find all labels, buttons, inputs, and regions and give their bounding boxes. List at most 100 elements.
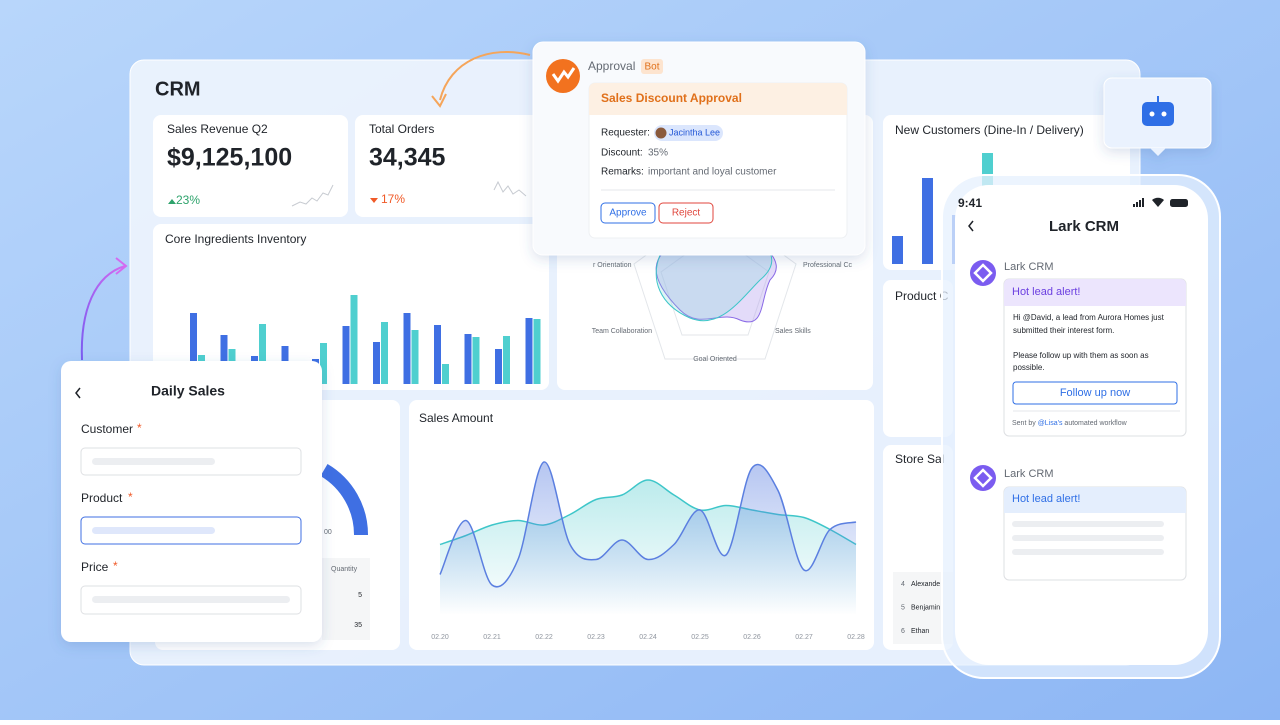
card-change: 17% xyxy=(381,192,405,206)
sender: Lark CRM xyxy=(1004,261,1054,273)
arrow-head xyxy=(115,257,128,275)
x-tick-label: 02.21 xyxy=(483,634,501,641)
placeholder xyxy=(92,527,215,534)
mention[interactable]: @Lisa's xyxy=(1038,420,1063,427)
robot-icon xyxy=(1142,102,1174,126)
gauge-tick: 00 xyxy=(324,529,332,536)
card xyxy=(883,280,953,437)
sender: Lark CRM xyxy=(1004,468,1054,480)
store-table: 4 Alexande 5 Benjamin 6 Ethan xyxy=(901,581,940,635)
field-label: Customer xyxy=(81,422,133,436)
placeholder xyxy=(1012,521,1164,527)
card-value: $9,125,100 xyxy=(167,144,292,172)
bar xyxy=(495,349,502,384)
bot-avatar xyxy=(970,465,996,491)
sparkline xyxy=(493,180,527,197)
message-body: submitted their interest form. xyxy=(1013,326,1114,335)
card-title: Sales Amount xyxy=(419,411,494,425)
x-tick-label: 02.27 xyxy=(795,634,813,641)
footer-text: automated workflow xyxy=(1062,420,1127,427)
message-title: Hot lead alert! xyxy=(1012,286,1080,298)
status-time: 9:41 xyxy=(958,196,982,210)
x-tick-label: 02.22 xyxy=(535,634,553,641)
field-value: important and loyal customer xyxy=(648,167,777,178)
bar xyxy=(350,295,358,384)
reject-button[interactable] xyxy=(658,202,714,224)
bar xyxy=(503,336,510,384)
arrow xyxy=(80,265,126,361)
placeholder xyxy=(1012,535,1164,541)
x-tick-label: 02.25 xyxy=(691,634,709,641)
bar xyxy=(892,236,903,264)
bar xyxy=(259,324,266,384)
required-mark: * xyxy=(137,421,142,435)
x-tick-label: 02.28 xyxy=(847,634,865,641)
message-footer: Sent by @Lisa's automated workflow xyxy=(1012,420,1128,427)
app-name: Approval xyxy=(588,59,635,73)
radar-ring xyxy=(660,232,770,336)
bar xyxy=(220,335,228,384)
gauge-arc xyxy=(320,463,369,536)
bar xyxy=(411,330,419,384)
bar xyxy=(442,364,449,384)
bar xyxy=(342,326,350,384)
bar xyxy=(190,313,197,384)
name: Alexande xyxy=(911,581,940,588)
bot-avatar xyxy=(970,260,996,286)
bar xyxy=(373,342,380,384)
radar-label: r Orientation xyxy=(593,262,632,269)
bot-logo xyxy=(973,468,993,488)
card-label: Total Orders xyxy=(369,122,434,136)
card xyxy=(153,115,348,217)
tag-text: Bot xyxy=(644,62,659,73)
table-header: Quantity xyxy=(331,566,358,573)
rank: 4 xyxy=(901,581,905,588)
form-title: Daily Sales xyxy=(151,383,225,399)
robot-eye xyxy=(1149,111,1155,117)
card xyxy=(355,115,550,217)
arrow xyxy=(439,51,531,101)
area xyxy=(440,461,856,615)
field-label: Discount: xyxy=(601,148,643,159)
placeholder xyxy=(92,596,290,603)
card-title: Store Sal xyxy=(895,452,944,466)
message-body: Please follow up with them as soon as xyxy=(1013,351,1149,360)
approval-header xyxy=(589,83,847,115)
sales-amount-chart: 02.20 02.21 02.22 02.23 02.24 02.25 02.26 02.27… xyxy=(431,461,865,641)
bar xyxy=(381,322,388,384)
approval-icon-mark xyxy=(551,67,576,84)
robot-eye xyxy=(1161,111,1167,117)
bar xyxy=(464,334,472,384)
card-value: 34,345 xyxy=(369,144,446,172)
radar-label: Professional Cc xyxy=(803,262,853,269)
message-body: Hi @David, a lead from Aurora Homes just xyxy=(1013,313,1165,322)
back-icon[interactable] xyxy=(75,387,81,399)
bot-logo xyxy=(973,263,993,283)
card-title: New Customers (Dine-In / Delivery) xyxy=(895,123,1084,137)
card-label: Sales Revenue Q2 xyxy=(167,122,268,136)
radar-label: Team Collaboration xyxy=(592,328,652,335)
card-title: Product C xyxy=(895,289,949,303)
bar xyxy=(922,178,933,264)
back-icon[interactable] xyxy=(968,220,974,232)
message-body: possible. xyxy=(1013,363,1045,372)
x-tick-label: 02.24 xyxy=(639,634,657,641)
message-title: Hot lead alert! xyxy=(1012,493,1080,505)
follow-button[interactable] xyxy=(1012,381,1178,405)
field-label: Requester: xyxy=(601,128,650,139)
line xyxy=(439,461,857,588)
radar-label: Sales Skills xyxy=(775,328,811,335)
placeholder xyxy=(1012,549,1164,555)
required-mark: * xyxy=(113,559,118,573)
required-mark: * xyxy=(128,490,133,504)
sparkline xyxy=(291,184,334,207)
message-header xyxy=(1004,279,1186,306)
card-title: Core Ingredients Inventory xyxy=(165,232,306,246)
name: Ethan xyxy=(911,628,929,635)
bar xyxy=(434,325,441,384)
message-header xyxy=(1004,487,1186,513)
approve-button[interactable] xyxy=(600,202,656,224)
table xyxy=(322,558,370,640)
daily-sales-panel xyxy=(61,361,322,642)
